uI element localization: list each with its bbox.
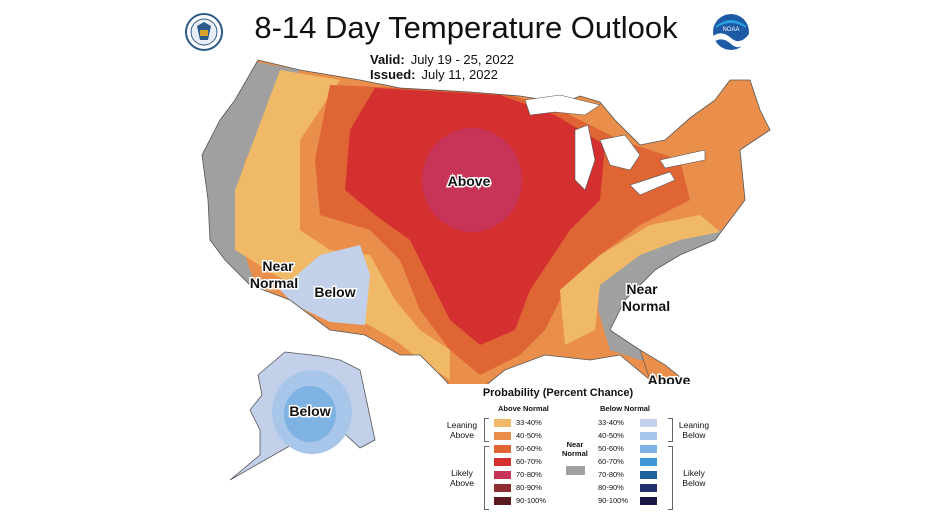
legend-below-swatch xyxy=(640,497,657,506)
legend-brace-leaning-below xyxy=(668,418,673,442)
legend-below-range: 60-70% xyxy=(598,457,624,466)
noaa-logo-text: NOAA xyxy=(722,27,739,33)
legend-below-swatch xyxy=(640,432,657,441)
legend-below-range: 70-80% xyxy=(598,470,624,479)
noaa-logo-icon: NOAA xyxy=(713,14,749,50)
near-normal-east-label-1: Near xyxy=(626,281,658,297)
legend-above-swatch xyxy=(494,497,511,506)
issued-row: Issued: July 11, 2022 xyxy=(370,67,498,82)
legend-above-swatch xyxy=(494,445,511,454)
legend-likely-below: Likely Below xyxy=(674,468,714,488)
legend-below-row: 33-40% xyxy=(598,418,662,428)
legend-likely-below-line-1: Likely xyxy=(683,468,705,478)
valid-value: July 19 - 25, 2022 xyxy=(410,52,515,67)
valid-label: Valid: xyxy=(370,52,405,67)
legend-above-swatch xyxy=(494,432,511,441)
legend-above-header: Above Normal xyxy=(498,404,549,413)
legend-near-normal-line-1: Near xyxy=(566,440,584,449)
legend-leaning-above: Leaning Above xyxy=(442,420,482,440)
legend-below-range: 33-40% xyxy=(598,418,624,427)
legend-above-row: 70-80% xyxy=(494,470,542,480)
legend-above-row: 60-70% xyxy=(494,457,542,467)
probability-legend: Probability (Percent Chance) Above Norma… xyxy=(438,384,718,512)
legend-brace-likely-below xyxy=(668,446,673,510)
legend-below-row: 50-60% xyxy=(598,444,662,454)
issued-value: July 11, 2022 xyxy=(421,67,498,82)
legend-above-range: 40-50% xyxy=(516,431,542,440)
legend-leaning-above-line-1: Leaning xyxy=(446,420,478,430)
legend-leaning-below: Leaning Below xyxy=(674,420,714,440)
legend-leaning-above-line-2: Above xyxy=(449,430,475,440)
legend-above-range: 80-90% xyxy=(516,483,542,492)
legend-below-row: 40-50% xyxy=(598,431,662,441)
legend-above-range: 33-40% xyxy=(516,418,542,427)
legend-above-range: 60-70% xyxy=(516,457,542,466)
legend-above-swatch xyxy=(494,458,511,467)
legend-near-normal-label: Near Normal xyxy=(562,440,588,458)
legend-below-header: Below Normal xyxy=(600,404,651,413)
legend-above-range: 90-100% xyxy=(516,496,547,505)
legend-above-row: 50-60% xyxy=(494,444,542,454)
legend-above-row: 90-100% xyxy=(494,496,546,506)
commerce-seal-icon xyxy=(185,13,223,51)
legend-below-swatch xyxy=(640,445,657,454)
near-normal-east-label-2: Normal xyxy=(622,298,670,314)
legend-below-row: 90-100% xyxy=(598,496,662,506)
legend-below-row: 80-90% xyxy=(598,483,662,493)
legend-above-swatch xyxy=(494,471,511,480)
above-central-label: Above xyxy=(448,173,491,189)
legend-below-swatch xyxy=(640,419,657,428)
legend-above-row: 33-40% xyxy=(494,418,542,428)
legend-brace-leaning-above xyxy=(484,418,489,442)
legend-above-range: 70-80% xyxy=(516,470,542,479)
legend-above-swatch xyxy=(494,484,511,493)
page-title: 8-14 Day Temperature Outlook xyxy=(254,10,678,45)
legend-above-row: 40-50% xyxy=(494,431,542,441)
legend-likely-below-line-2: Below xyxy=(682,478,706,488)
legend-above-row: 80-90% xyxy=(494,483,542,493)
legend-below-swatch xyxy=(640,471,657,480)
legend-leaning-below-line-2: Below xyxy=(682,430,706,440)
legend-below-range: 80-90% xyxy=(598,483,624,492)
below-southwest-label: Below xyxy=(314,284,355,300)
issued-label: Issued: xyxy=(370,67,416,82)
legend-likely-above-line-2: Above xyxy=(449,478,475,488)
legend-below-swatch xyxy=(640,458,657,467)
valid-row: Valid: July 19 - 25, 2022 xyxy=(370,52,514,67)
legend-brace-likely-above xyxy=(484,446,489,510)
legend-above-range: 50-60% xyxy=(516,444,542,453)
legend-below-range: 40-50% xyxy=(598,431,624,440)
legend-below-swatch xyxy=(640,484,657,493)
legend-below-row: 60-70% xyxy=(598,457,662,467)
legend-below-row: 70-80% xyxy=(598,470,662,480)
legend-above-swatch xyxy=(494,419,511,428)
near-normal-west-label-1: Near xyxy=(262,258,294,274)
below-alaska-label: Below xyxy=(289,403,330,419)
legend-leaning-below-line-1: Leaning xyxy=(678,420,710,430)
legend-below-range: 90-100% xyxy=(598,496,629,505)
legend-likely-above-line-1: Likely xyxy=(451,468,473,478)
legend-near-normal-swatch xyxy=(566,466,585,475)
legend-title: Probability (Percent Chance) xyxy=(482,387,634,399)
legend-below-range: 50-60% xyxy=(598,444,624,453)
near-normal-west-label-2: Normal xyxy=(250,275,298,291)
legend-near-normal-line-2: Normal xyxy=(562,449,588,458)
legend-likely-above: Likely Above xyxy=(442,468,482,488)
